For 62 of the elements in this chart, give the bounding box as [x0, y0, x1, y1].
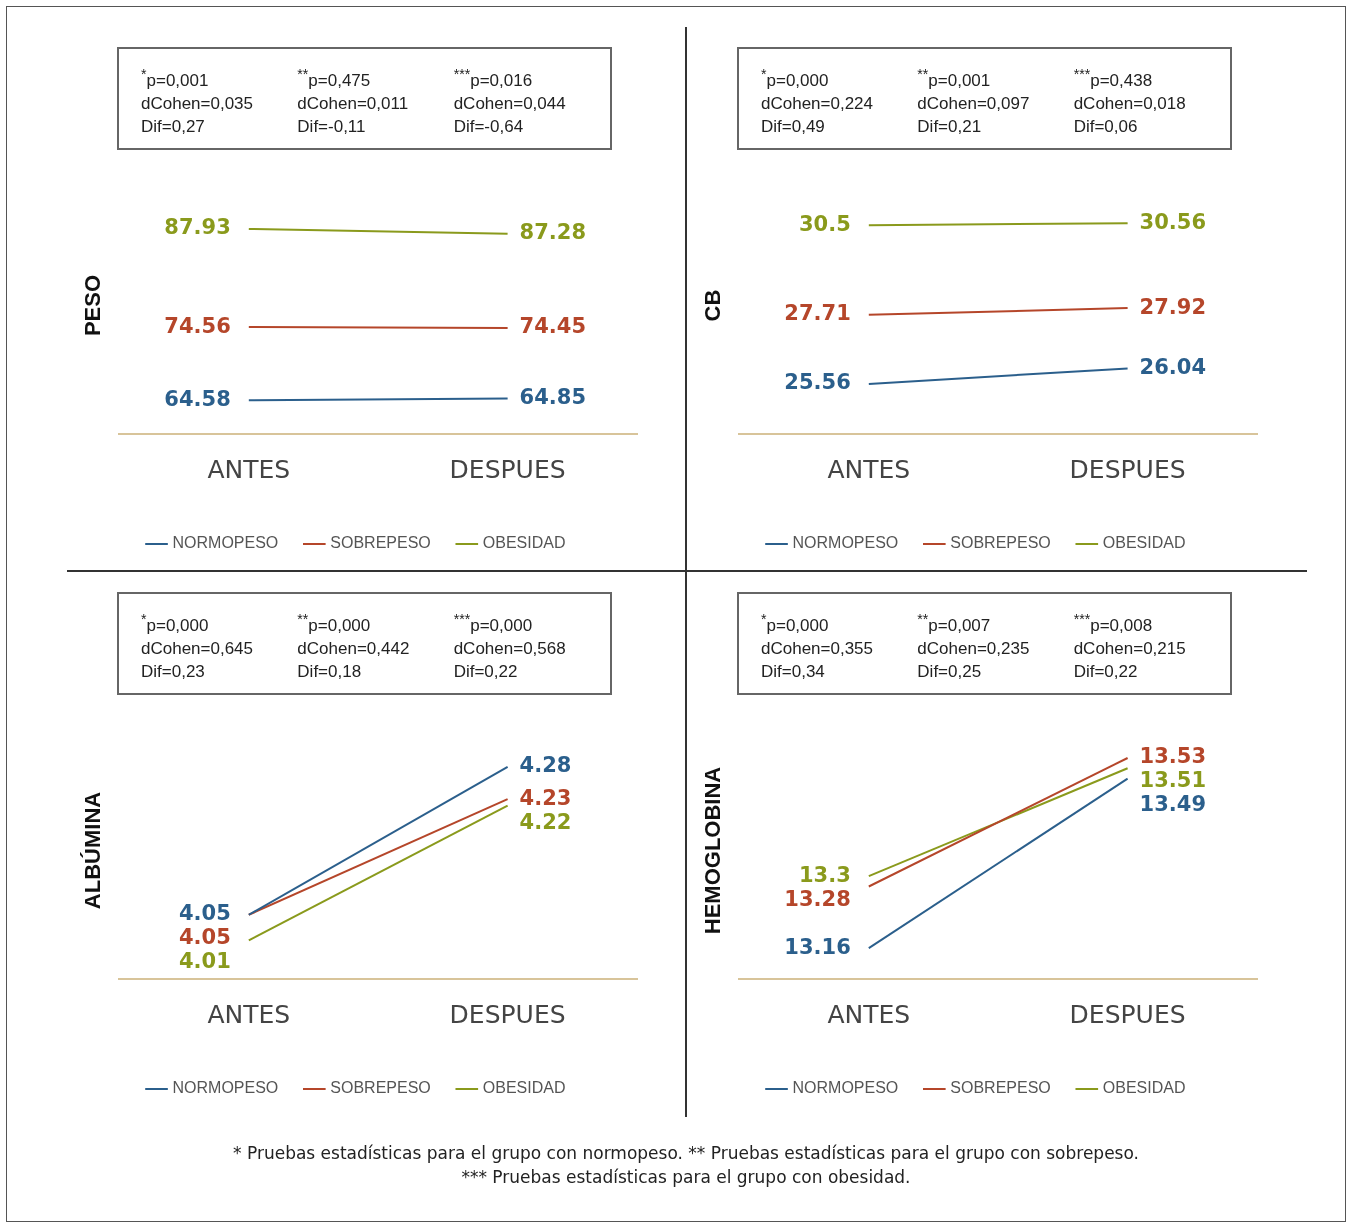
legend-label: NORMOPESO — [792, 1079, 899, 1097]
text: $^{***}$p=0,008 dCohen=0,215 Dif=0,22 — [1073, 610, 1187, 683]
data-label: 30.56 — [1139, 209, 1207, 234]
legend-label: OBESIDAD — [482, 1079, 566, 1097]
text: $^{***}$p=0,016 dCohen=0,044 Dif=-0,64 — [453, 65, 567, 138]
text: $^{***}$p=0,000 dCohen=0,568 Dif=0,22 — [453, 610, 567, 683]
data-label: 13.16 — [784, 934, 851, 959]
data-label: 26.04 — [1139, 354, 1207, 379]
data-label: 64.58 — [164, 386, 231, 411]
data-label: 4.22 — [519, 809, 572, 834]
x-tick-label: ANTES — [827, 454, 911, 484]
legend-label: SOBREPESO — [950, 1079, 1051, 1097]
data-label: 13.53 — [1139, 744, 1207, 769]
legend-label: OBESIDAD — [482, 534, 566, 552]
legend-label: NORMOPESO — [172, 1079, 279, 1097]
text: * Pruebas estadísticas para el grupo con normopeso. ** Pruebas estadísticas para el grupo con sobrepeso. — [232, 1142, 1140, 1165]
legend-label: OBESIDAD — [1102, 534, 1186, 552]
legend-label: SOBREPESO — [330, 1079, 431, 1097]
x-tick-label: DESPUES — [1069, 999, 1186, 1029]
data-label: 27.92 — [1139, 294, 1207, 319]
x-tick-label: ANTES — [207, 999, 291, 1029]
data-label: 13.49 — [1139, 792, 1207, 817]
legend-label: SOBREPESO — [950, 534, 1051, 552]
text: $^{**}$p=0,000 dCohen=0,442 Dif=0,18 — [297, 610, 411, 683]
data-label: 27.71 — [784, 301, 851, 326]
y-axis-title: ALBÚMINA — [80, 791, 106, 910]
legend-label: NORMOPESO — [172, 534, 279, 552]
data-label: 25.56 — [784, 370, 851, 395]
x-tick-label: DESPUES — [1069, 454, 1186, 484]
y-axis-title: PESO — [80, 274, 106, 337]
y-axis-title: HEMOGLOBINA — [700, 766, 726, 935]
text: $^{*}$p=0,000 dCohen=0,224 Dif=0,49 — [761, 65, 875, 138]
data-label: 13.51 — [1139, 768, 1207, 793]
data-label: 87.28 — [519, 220, 587, 245]
x-tick-label: ANTES — [827, 999, 911, 1029]
data-label: 87.93 — [164, 215, 231, 240]
text: *** Pruebas estadísticas para el grupo con obesidad. — [460, 1166, 912, 1189]
data-label: 4.23 — [519, 785, 572, 810]
x-tick-label: DESPUES — [449, 999, 566, 1029]
x-tick-label: ANTES — [207, 454, 291, 484]
text: $^{*}$p=0,000 dCohen=0,645 Dif=0,23 — [141, 610, 255, 683]
text: $^{**}$p=0,007 dCohen=0,235 Dif=0,25 — [917, 610, 1031, 683]
text: $^{***}$p=0,438 dCohen=0,018 Dif=0,06 — [1073, 65, 1187, 138]
data-label: 4.05 — [178, 925, 231, 950]
legend-label: SOBREPESO — [330, 534, 431, 552]
text: $^{*}$p=0,001 dCohen=0,035 Dif=0,27 — [141, 65, 255, 138]
data-label: 4.01 — [178, 949, 231, 974]
x-tick-label: DESPUES — [449, 454, 566, 484]
data-label: 4.28 — [519, 753, 572, 778]
text: $^{**}$p=0,475 dCohen=0,011 Dif=-0,11 — [297, 65, 410, 138]
data-label: 13.3 — [798, 862, 851, 887]
data-label: 30.5 — [798, 211, 851, 236]
data-label: 13.28 — [784, 886, 851, 911]
y-axis-title: CB — [700, 289, 726, 322]
text: $^{*}$p=0,000 dCohen=0,355 Dif=0,34 — [761, 610, 875, 683]
data-label: 4.05 — [178, 901, 231, 926]
data-label: 74.45 — [519, 314, 587, 339]
legend-label: NORMOPESO — [792, 534, 899, 552]
data-label: 64.85 — [519, 384, 587, 409]
data-label: 74.56 — [164, 313, 231, 338]
text: $^{**}$p=0,001 dCohen=0,097 Dif=0,21 — [917, 65, 1031, 138]
legend-label: OBESIDAD — [1102, 1079, 1186, 1097]
